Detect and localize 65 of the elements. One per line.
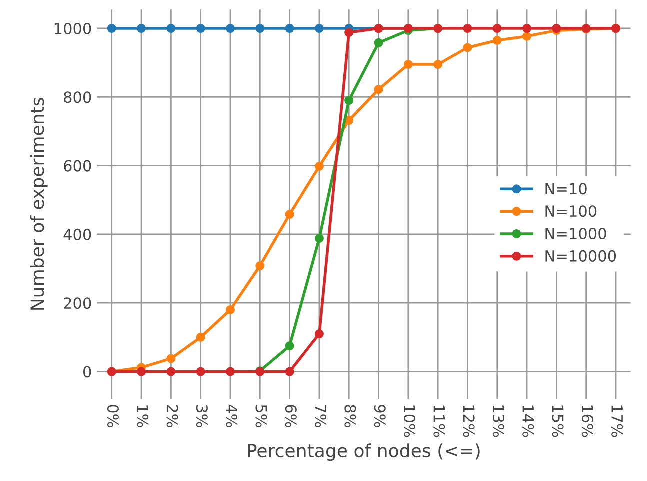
point bbox=[226, 367, 236, 376]
legend-label: N=100 bbox=[546, 206, 597, 218]
point bbox=[226, 24, 236, 34]
point bbox=[166, 367, 176, 376]
x-tick-label: 2% bbox=[166, 405, 178, 428]
x-tick-label: 10% bbox=[404, 406, 416, 438]
point bbox=[492, 24, 502, 34]
x-tick-label: 13% bbox=[492, 406, 505, 438]
y-tick-label: 200 bbox=[64, 298, 92, 310]
legend-label: N=10 bbox=[546, 183, 587, 195]
point bbox=[434, 60, 443, 70]
x-tick-label: 5% bbox=[256, 405, 268, 428]
x-tick-label: 14% bbox=[522, 406, 534, 438]
point bbox=[522, 32, 532, 41]
point bbox=[196, 367, 206, 376]
point bbox=[404, 60, 413, 70]
point bbox=[285, 210, 294, 220]
point bbox=[314, 329, 324, 339]
point bbox=[226, 305, 236, 314]
point bbox=[137, 367, 146, 376]
x-tick-label: 17% bbox=[612, 406, 624, 438]
y-tick-label: 0 bbox=[83, 366, 92, 378]
point bbox=[344, 96, 354, 106]
point bbox=[463, 43, 472, 52]
point bbox=[166, 354, 176, 364]
y-tick-label: 600 bbox=[64, 160, 92, 172]
point bbox=[285, 342, 294, 351]
legend-label: N=10000 bbox=[546, 250, 616, 262]
point bbox=[314, 234, 324, 244]
point bbox=[374, 85, 384, 94]
point bbox=[552, 24, 562, 34]
x-tick-label: 15% bbox=[552, 406, 564, 438]
y-axis-title: Number of experiments bbox=[30, 98, 48, 310]
point bbox=[285, 24, 294, 34]
point bbox=[492, 36, 502, 46]
point bbox=[314, 162, 324, 172]
x-tick-label: 6% bbox=[285, 405, 297, 428]
y-tick-label: 800 bbox=[64, 92, 92, 104]
x-tick-label: 1% bbox=[137, 406, 149, 428]
y-tick-label: 400 bbox=[64, 228, 92, 240]
legend-label: N=1000 bbox=[546, 228, 606, 240]
point bbox=[314, 24, 324, 34]
point bbox=[344, 28, 354, 38]
point bbox=[107, 24, 116, 34]
point bbox=[285, 367, 294, 376]
point bbox=[196, 332, 206, 342]
point bbox=[166, 24, 176, 34]
point bbox=[256, 262, 265, 271]
point bbox=[374, 38, 384, 48]
x-tick-label: 11% bbox=[434, 406, 446, 438]
point bbox=[196, 24, 206, 34]
x-tick-label: 4% bbox=[226, 404, 238, 428]
point bbox=[256, 24, 265, 34]
point bbox=[522, 24, 532, 34]
x-tick-label: 16% bbox=[582, 406, 594, 438]
x-axis-title: Percentage of nodes (<=) bbox=[248, 444, 480, 462]
x-tick-label: 7% bbox=[315, 405, 327, 428]
point bbox=[137, 24, 146, 34]
y-tick-label: 1000 bbox=[54, 22, 92, 35]
x-tick-label: 12% bbox=[463, 406, 475, 438]
x-tick-label: 8% bbox=[344, 405, 356, 428]
x-tick-label: 3% bbox=[196, 405, 208, 428]
point bbox=[463, 24, 472, 34]
x-tick-label: 0% bbox=[107, 405, 119, 428]
x-tick-label: 9% bbox=[374, 405, 386, 428]
